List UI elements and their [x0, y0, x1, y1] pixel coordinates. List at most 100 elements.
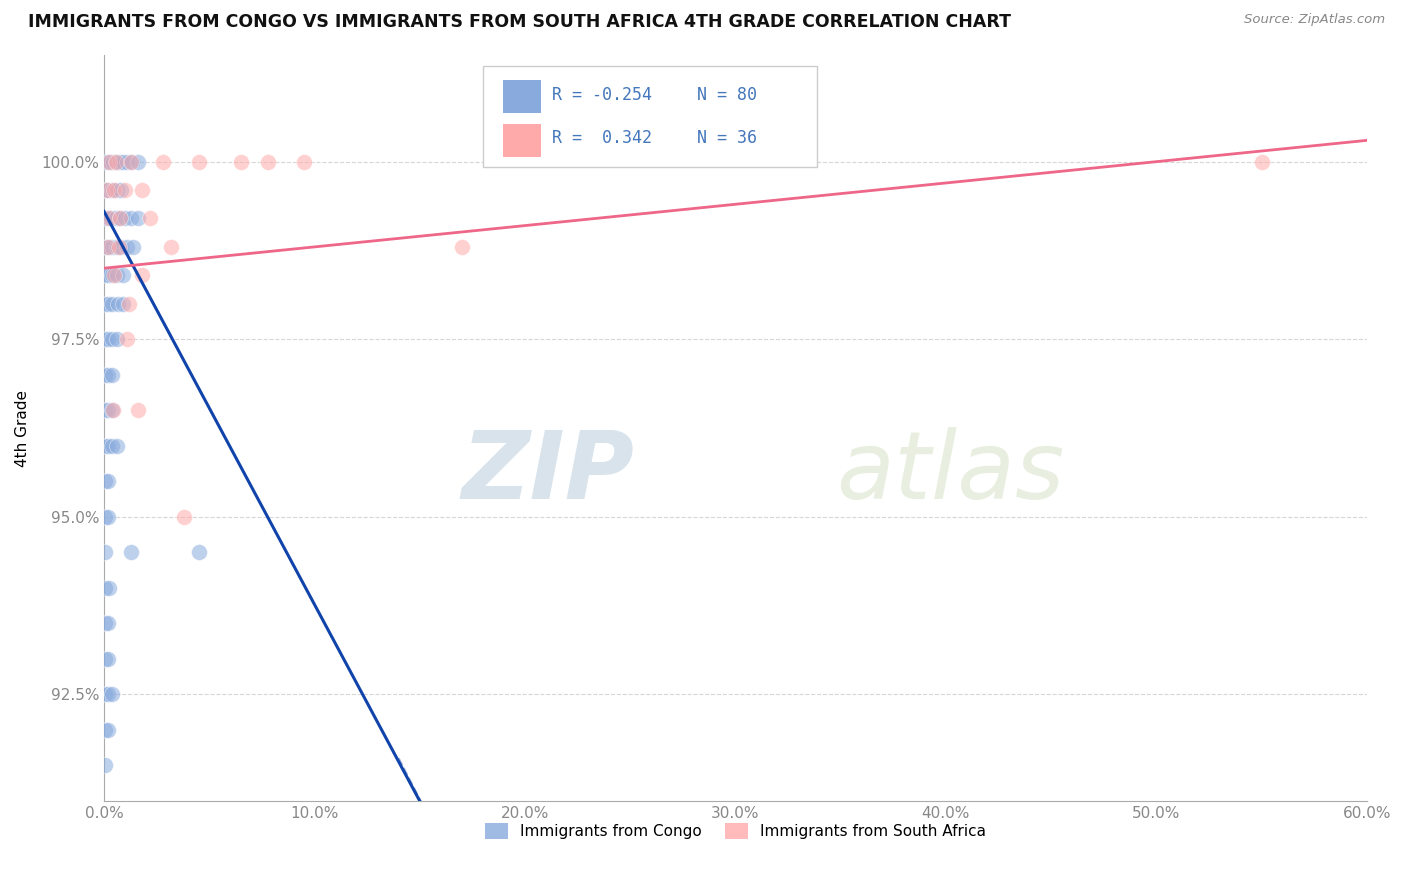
- Point: [121, 154, 143, 169]
- Point: [110, 240, 132, 254]
- Point: [110, 183, 132, 197]
- Point: [97, 723, 120, 737]
- Point: [94, 183, 117, 197]
- Point: [94, 240, 117, 254]
- Point: [101, 183, 124, 197]
- Point: [94, 509, 117, 524]
- Point: [115, 332, 138, 346]
- Point: [94, 475, 117, 489]
- Point: [97, 687, 120, 701]
- Point: [127, 403, 149, 417]
- Point: [97, 475, 120, 489]
- Point: [97, 368, 120, 382]
- Point: [122, 240, 145, 254]
- Point: [105, 268, 128, 283]
- Text: atlas: atlas: [837, 427, 1064, 518]
- FancyBboxPatch shape: [482, 66, 817, 167]
- Point: [120, 545, 142, 559]
- Point: [97, 332, 120, 346]
- Point: [114, 183, 136, 197]
- Point: [101, 332, 124, 346]
- Point: [108, 211, 131, 226]
- Point: [187, 545, 209, 559]
- Point: [94, 723, 117, 737]
- Point: [103, 183, 125, 197]
- Point: [94, 403, 117, 417]
- Point: [103, 268, 125, 283]
- Point: [101, 240, 124, 254]
- Point: [104, 154, 127, 169]
- FancyBboxPatch shape: [503, 124, 541, 157]
- Point: [131, 268, 153, 283]
- Point: [101, 268, 124, 283]
- Point: [94, 758, 117, 772]
- Point: [108, 211, 131, 226]
- Point: [98, 581, 121, 595]
- Y-axis label: 4th Grade: 4th Grade: [15, 390, 30, 467]
- Point: [107, 240, 129, 254]
- Text: N = 80: N = 80: [697, 87, 758, 104]
- Point: [97, 652, 120, 666]
- Point: [107, 296, 129, 310]
- Point: [94, 581, 117, 595]
- Point: [115, 154, 138, 169]
- Point: [98, 154, 121, 169]
- Text: R =  0.342: R = 0.342: [553, 129, 652, 147]
- Point: [139, 211, 162, 226]
- Point: [94, 616, 117, 631]
- Point: [93, 154, 115, 169]
- Point: [114, 211, 136, 226]
- Text: Source: ZipAtlas.com: Source: ZipAtlas.com: [1244, 13, 1385, 27]
- Point: [94, 652, 117, 666]
- Point: [257, 154, 280, 169]
- Point: [104, 211, 127, 226]
- FancyBboxPatch shape: [503, 80, 541, 112]
- Point: [105, 439, 128, 453]
- Point: [96, 154, 118, 169]
- Point: [160, 240, 183, 254]
- Text: R = -0.254: R = -0.254: [553, 87, 652, 104]
- Point: [97, 240, 120, 254]
- Point: [229, 154, 252, 169]
- Point: [120, 211, 142, 226]
- Point: [103, 154, 125, 169]
- Text: N = 36: N = 36: [697, 129, 758, 147]
- Point: [105, 183, 128, 197]
- Point: [108, 154, 131, 169]
- Point: [111, 268, 134, 283]
- Point: [101, 368, 124, 382]
- Point: [152, 154, 174, 169]
- Point: [120, 154, 142, 169]
- Point: [173, 509, 195, 524]
- Point: [292, 154, 315, 169]
- Point: [101, 296, 124, 310]
- Legend: Immigrants from Congo, Immigrants from South Africa: Immigrants from Congo, Immigrants from S…: [479, 817, 993, 846]
- Point: [101, 403, 124, 417]
- Point: [94, 332, 117, 346]
- Point: [97, 183, 120, 197]
- Point: [97, 268, 120, 283]
- Point: [94, 368, 117, 382]
- Point: [94, 268, 117, 283]
- Point: [97, 403, 120, 417]
- Point: [98, 211, 121, 226]
- Point: [101, 439, 124, 453]
- Point: [127, 154, 149, 169]
- Point: [94, 211, 117, 226]
- Point: [94, 296, 117, 310]
- Point: [105, 154, 128, 169]
- Point: [105, 240, 128, 254]
- Point: [97, 296, 120, 310]
- Point: [97, 240, 120, 254]
- Point: [111, 154, 134, 169]
- Point: [94, 439, 117, 453]
- Point: [450, 240, 472, 254]
- Text: IMMIGRANTS FROM CONGO VS IMMIGRANTS FROM SOUTH AFRICA 4TH GRADE CORRELATION CHAR: IMMIGRANTS FROM CONGO VS IMMIGRANTS FROM…: [28, 13, 1011, 31]
- Point: [101, 687, 124, 701]
- Point: [97, 509, 120, 524]
- Point: [94, 545, 117, 559]
- Point: [1250, 154, 1272, 169]
- Point: [115, 240, 138, 254]
- Point: [111, 296, 134, 310]
- Point: [96, 183, 118, 197]
